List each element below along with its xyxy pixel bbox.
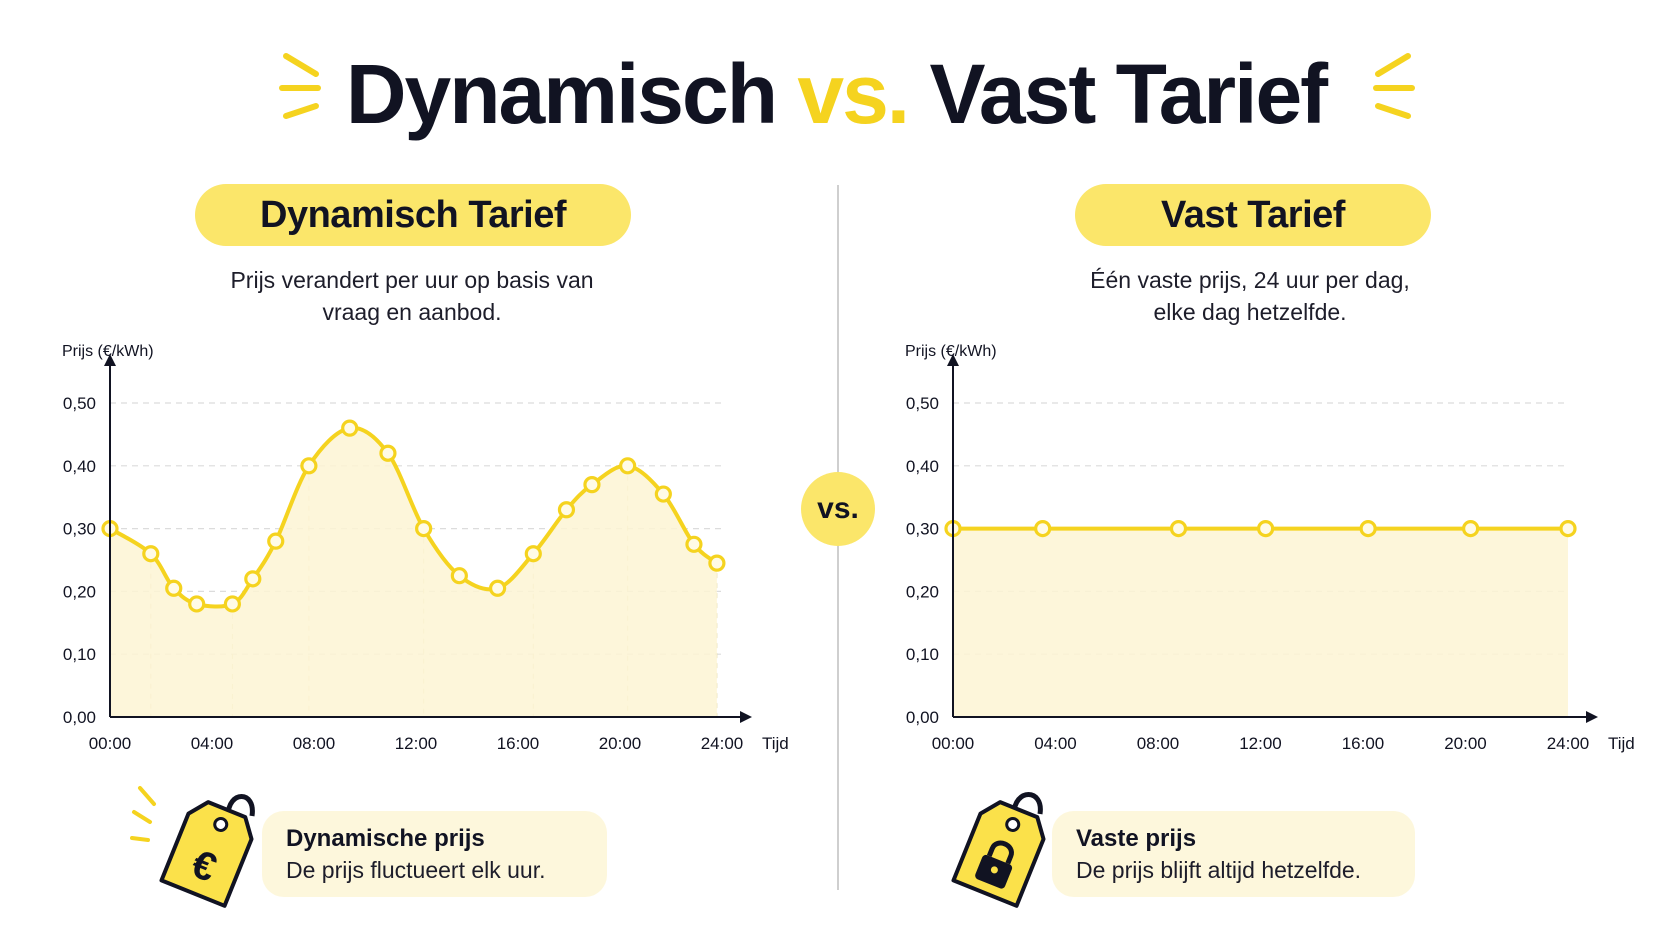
fixed-y-axis-arrow: [947, 354, 959, 366]
dynamic-x-tick-label: 16:00: [497, 734, 540, 753]
dynamic-data-point: [415, 520, 433, 538]
dynamic-y-tick-label: 0,50: [63, 394, 96, 413]
title-vs: vs.: [797, 47, 910, 141]
dynamic-x-axis-arrow: [740, 711, 752, 723]
dynamic-data-point: [524, 545, 542, 563]
fixed-x-tick-label: 04:00: [1034, 734, 1077, 753]
dynamic-data-point: [300, 457, 318, 475]
dynamic-tariff-badge: Dynamisch Tarief: [195, 184, 631, 246]
dynamic-area: [110, 427, 717, 717]
page-title: Dynamisch vs. Vast Tarief: [0, 44, 1672, 144]
fixed-x-tick-label: 24:00: [1547, 734, 1590, 753]
dynamic-description-line2: vraag en aanbod.: [322, 299, 502, 325]
burst-right-icon: [1373, 53, 1415, 119]
title-vast-tarief: Vast Tarief: [929, 47, 1329, 141]
dynamic-x-tick-label: 04:00: [191, 734, 234, 753]
dynamic-data-point: [165, 579, 183, 597]
dynamic-data-point: [142, 545, 160, 563]
fixed-description-line2: elke dag hetzelfde.: [1153, 299, 1347, 325]
fixed-y-axis-label: Prijs (€/kWh): [905, 343, 997, 360]
dynamic-data-point: [708, 554, 726, 572]
dynamic-y-tick-label: 0,00: [63, 708, 96, 727]
dynamic-x-axis-label: Tijd: [762, 734, 789, 753]
dynamic-description: Prijs verandert per uur op basis van vra…: [152, 264, 672, 328]
burst-left-icon: [279, 53, 321, 119]
dynamic-x-tick-label: 24:00: [701, 734, 744, 753]
dynamic-data-point: [654, 485, 672, 503]
fixed-y-tick-label: 0,50: [906, 394, 939, 413]
dynamic-price-card-text: De prijs fluctueert elk uur.: [286, 857, 546, 883]
dynamic-x-tick-label: 00:00: [89, 734, 132, 753]
dynamic-data-point: [583, 476, 601, 494]
title-dynamisch: Dynamisch: [345, 47, 778, 141]
fixed-x-tick-label: 08:00: [1137, 734, 1180, 753]
vs-circle: vs.: [801, 472, 875, 546]
dynamic-x-tick-label: 12:00: [395, 734, 438, 753]
fixed-tariff-badge: Vast Tarief: [1075, 184, 1431, 246]
fixed-data-point: [1559, 520, 1577, 538]
dynamic-y-tick-label: 0,10: [63, 645, 96, 664]
fixed-price-card: Vaste prijs De prijs blijft altijd hetze…: [1052, 811, 1415, 897]
fixed-y-tick-label: 0,40: [906, 457, 939, 476]
dynamic-data-point: [223, 595, 241, 613]
fixed-data-point: [1169, 520, 1188, 538]
fixed-data-point: [1359, 520, 1377, 538]
fixed-y-tick-label: 0,00: [906, 708, 939, 727]
fixed-data-point: [1257, 520, 1275, 538]
fixed-x-tick-label: 16:00: [1342, 734, 1385, 753]
charts: 0,00 0,10 0,20 0,30 0,40 0,50 00:00 04:00 08:00 1…: [62, 343, 1635, 753]
dynamic-data-point: [188, 595, 206, 613]
euro-price-tag-icon: €: [130, 786, 255, 908]
dynamic-data-point: [685, 535, 703, 553]
dynamic-data-point: [244, 570, 262, 588]
dynamic-data-point: [619, 457, 637, 475]
fixed-x-tick-label: 12:00: [1239, 734, 1282, 753]
dynamic-data-point: [341, 419, 359, 437]
dynamic-data-point: [489, 579, 507, 597]
dynamic-data-point: [450, 567, 468, 585]
dynamic-x-tick-label: 20:00: [599, 734, 642, 753]
dynamic-data-point: [557, 501, 576, 519]
fixed-description: Één vaste prijs, 24 uur per dag, elke da…: [990, 264, 1510, 328]
dynamic-y-tick-label: 0,20: [63, 582, 96, 601]
fixed-description-line1: Één vaste prijs, 24 uur per dag,: [1090, 267, 1410, 293]
fixed-y-tick-label: 0,30: [906, 520, 939, 539]
dynamic-x-tick-label: 08:00: [293, 734, 336, 753]
fixed-y-tick-label: 0,10: [906, 645, 939, 664]
fixed-x-tick-label: 20:00: [1444, 734, 1487, 753]
fixed-price-card-title: Vaste prijs: [1076, 825, 1197, 852]
dynamic-price-card: Dynamische prijs De prijs fluctueert elk…: [262, 811, 607, 897]
fixed-x-tick-label: 00:00: [932, 734, 975, 753]
fixed-data-point: [1034, 520, 1052, 538]
dynamic-price-card-title: Dynamische prijs: [286, 825, 485, 852]
dynamic-y-tick-label: 0,40: [63, 457, 96, 476]
fixed-data-point: [1462, 520, 1480, 538]
dynamic-data-point: [379, 444, 397, 462]
fixed-y-tick-label: 0,20: [906, 582, 939, 601]
dynamic-y-tick-label: 0,30: [63, 520, 96, 539]
dynamic-y-axis-arrow: [104, 354, 116, 366]
fixed-x-axis-arrow: [1586, 711, 1598, 723]
dynamic-y-axis-label: Prijs (€/kWh): [62, 343, 154, 360]
dynamic-description-line1: Prijs verandert per uur op basis van: [230, 267, 594, 293]
fixed-price-card-text: De prijs blijft altijd hetzelfde.: [1076, 857, 1362, 883]
fixed-area: [953, 528, 1568, 717]
fixed-x-axis-label: Tijd: [1608, 734, 1635, 753]
lock-price-tag-icon: [951, 792, 1046, 908]
dynamic-data-point: [267, 532, 285, 550]
